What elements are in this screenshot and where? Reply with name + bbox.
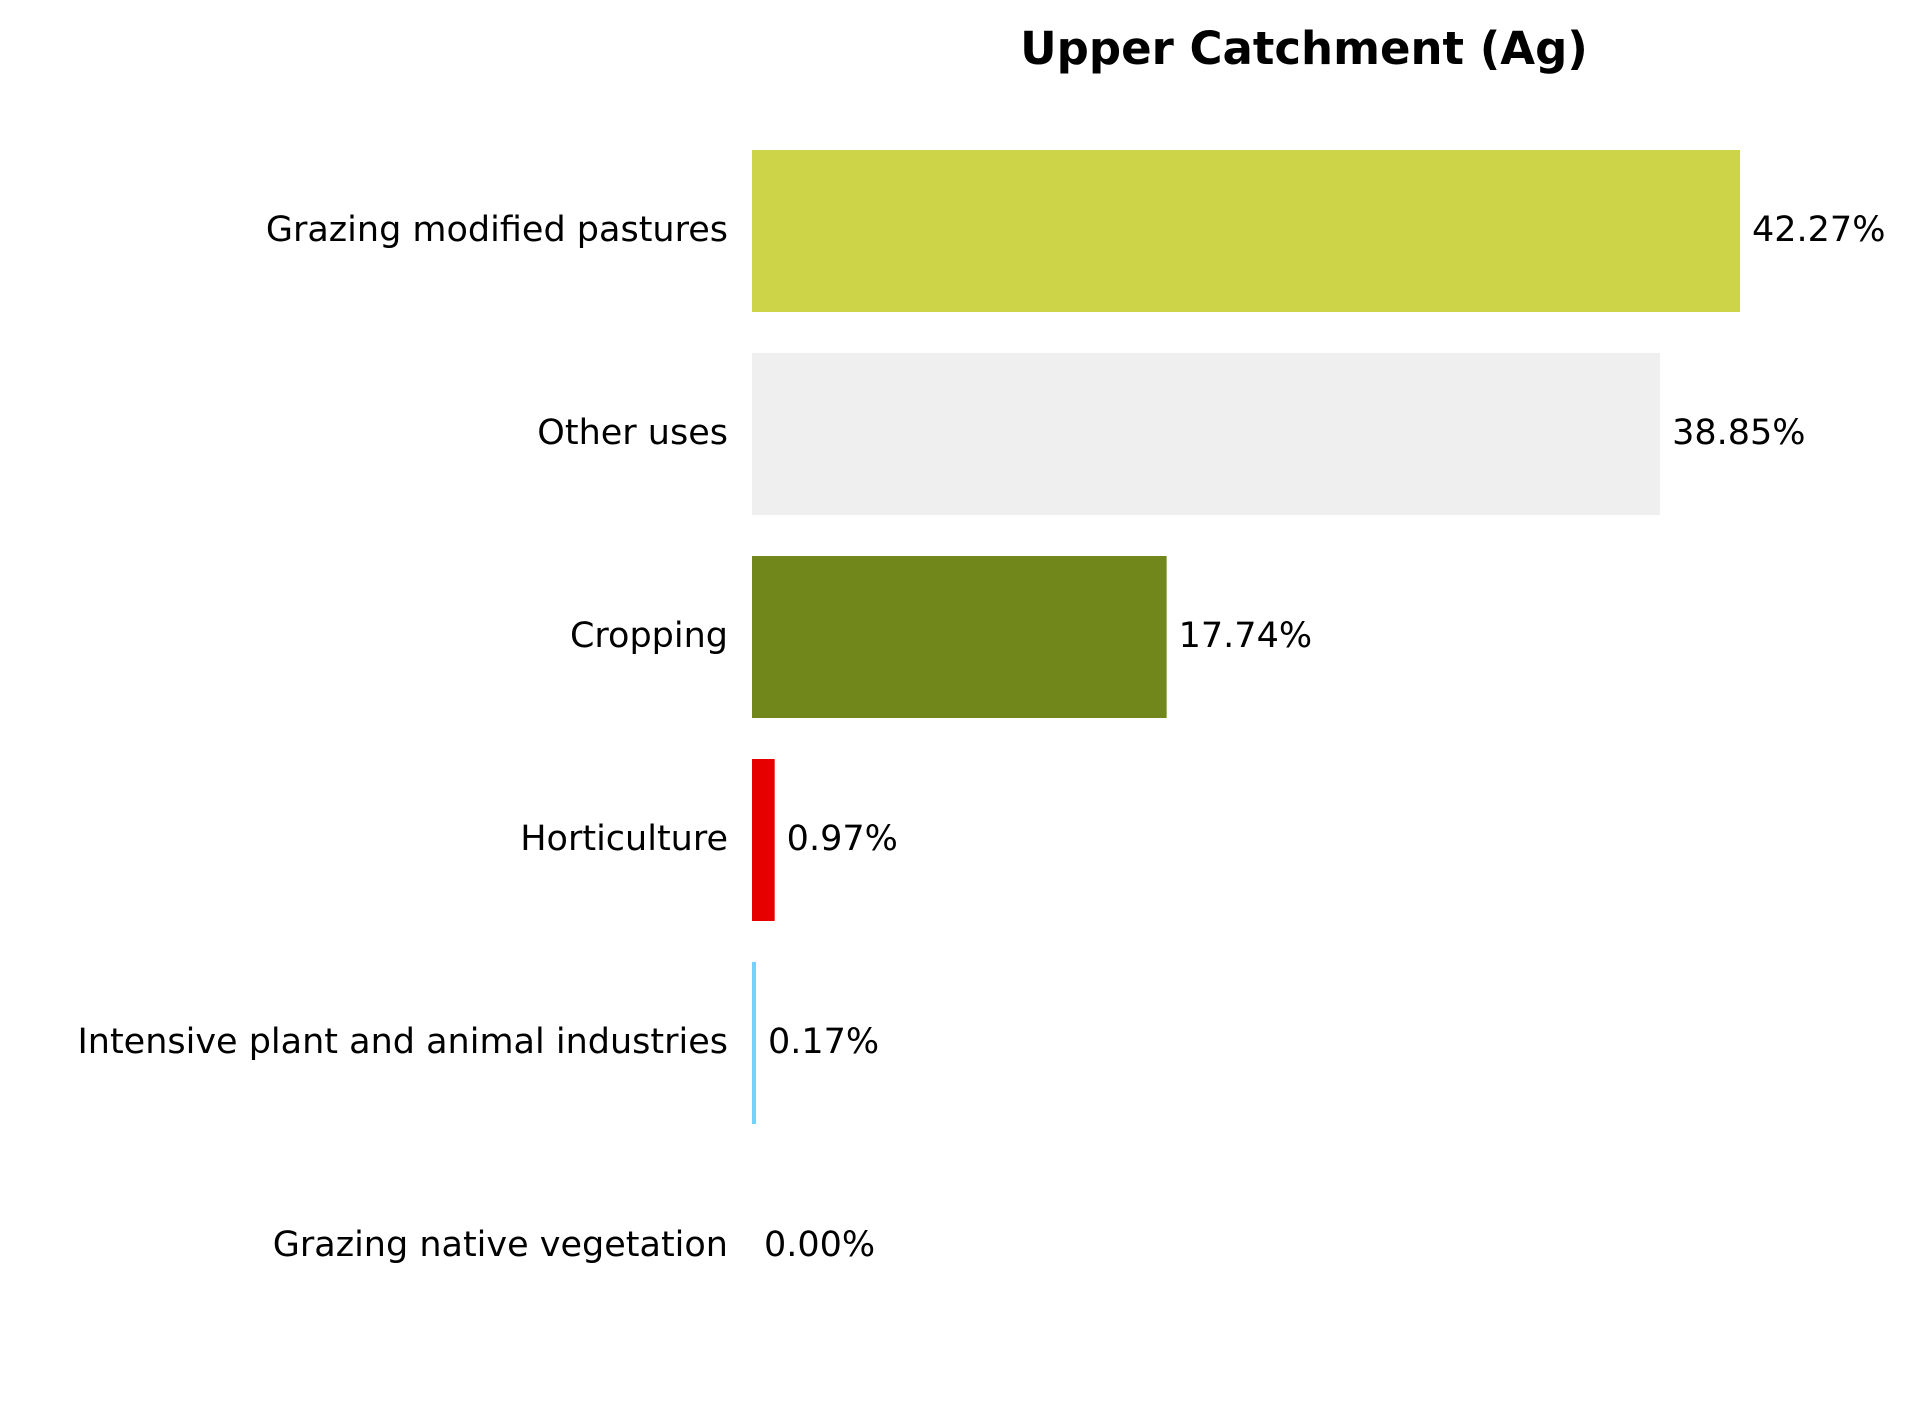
bar-cropping (752, 556, 1167, 718)
value-label-grazing-native-vegetation: 0.00% (764, 1225, 875, 1265)
category-label-grazing-modified-pastures: Grazing modified pastures (266, 210, 728, 250)
category-label-horticulture: Horticulture (520, 819, 728, 859)
value-label-grazing-modified-pastures: 42.27% (1752, 210, 1885, 250)
value-label-intensive-plant-and-animal-industries: 0.17% (768, 1022, 879, 1062)
category-label-other-uses: Other uses (537, 413, 728, 453)
value-labels: 42.27% 38.85% 17.74% 0.97% 0.17% 0.00% (764, 210, 1885, 1265)
chart-title: Upper Catchment (Ag) (1020, 22, 1588, 75)
category-label-cropping: Cropping (570, 616, 728, 656)
value-label-cropping: 17.74% (1179, 616, 1312, 656)
bars-layer (752, 150, 1740, 1124)
value-label-horticulture: 0.97% (787, 819, 898, 859)
category-label-intensive-plant-and-animal-industries: Intensive plant and animal industries (77, 1022, 728, 1062)
category-labels: Grazing modified pastures Other uses Cropp… (77, 210, 728, 1265)
bar-other-uses (752, 353, 1661, 515)
category-label-grazing-native-vegetation: Grazing native vegetation (273, 1225, 728, 1265)
bar-horticulture (752, 759, 775, 921)
bar-grazing-modified-pastures (752, 150, 1740, 312)
bar-intensive-plant-and-animal-industries (752, 962, 756, 1124)
value-label-other-uses: 38.85% (1672, 413, 1805, 453)
